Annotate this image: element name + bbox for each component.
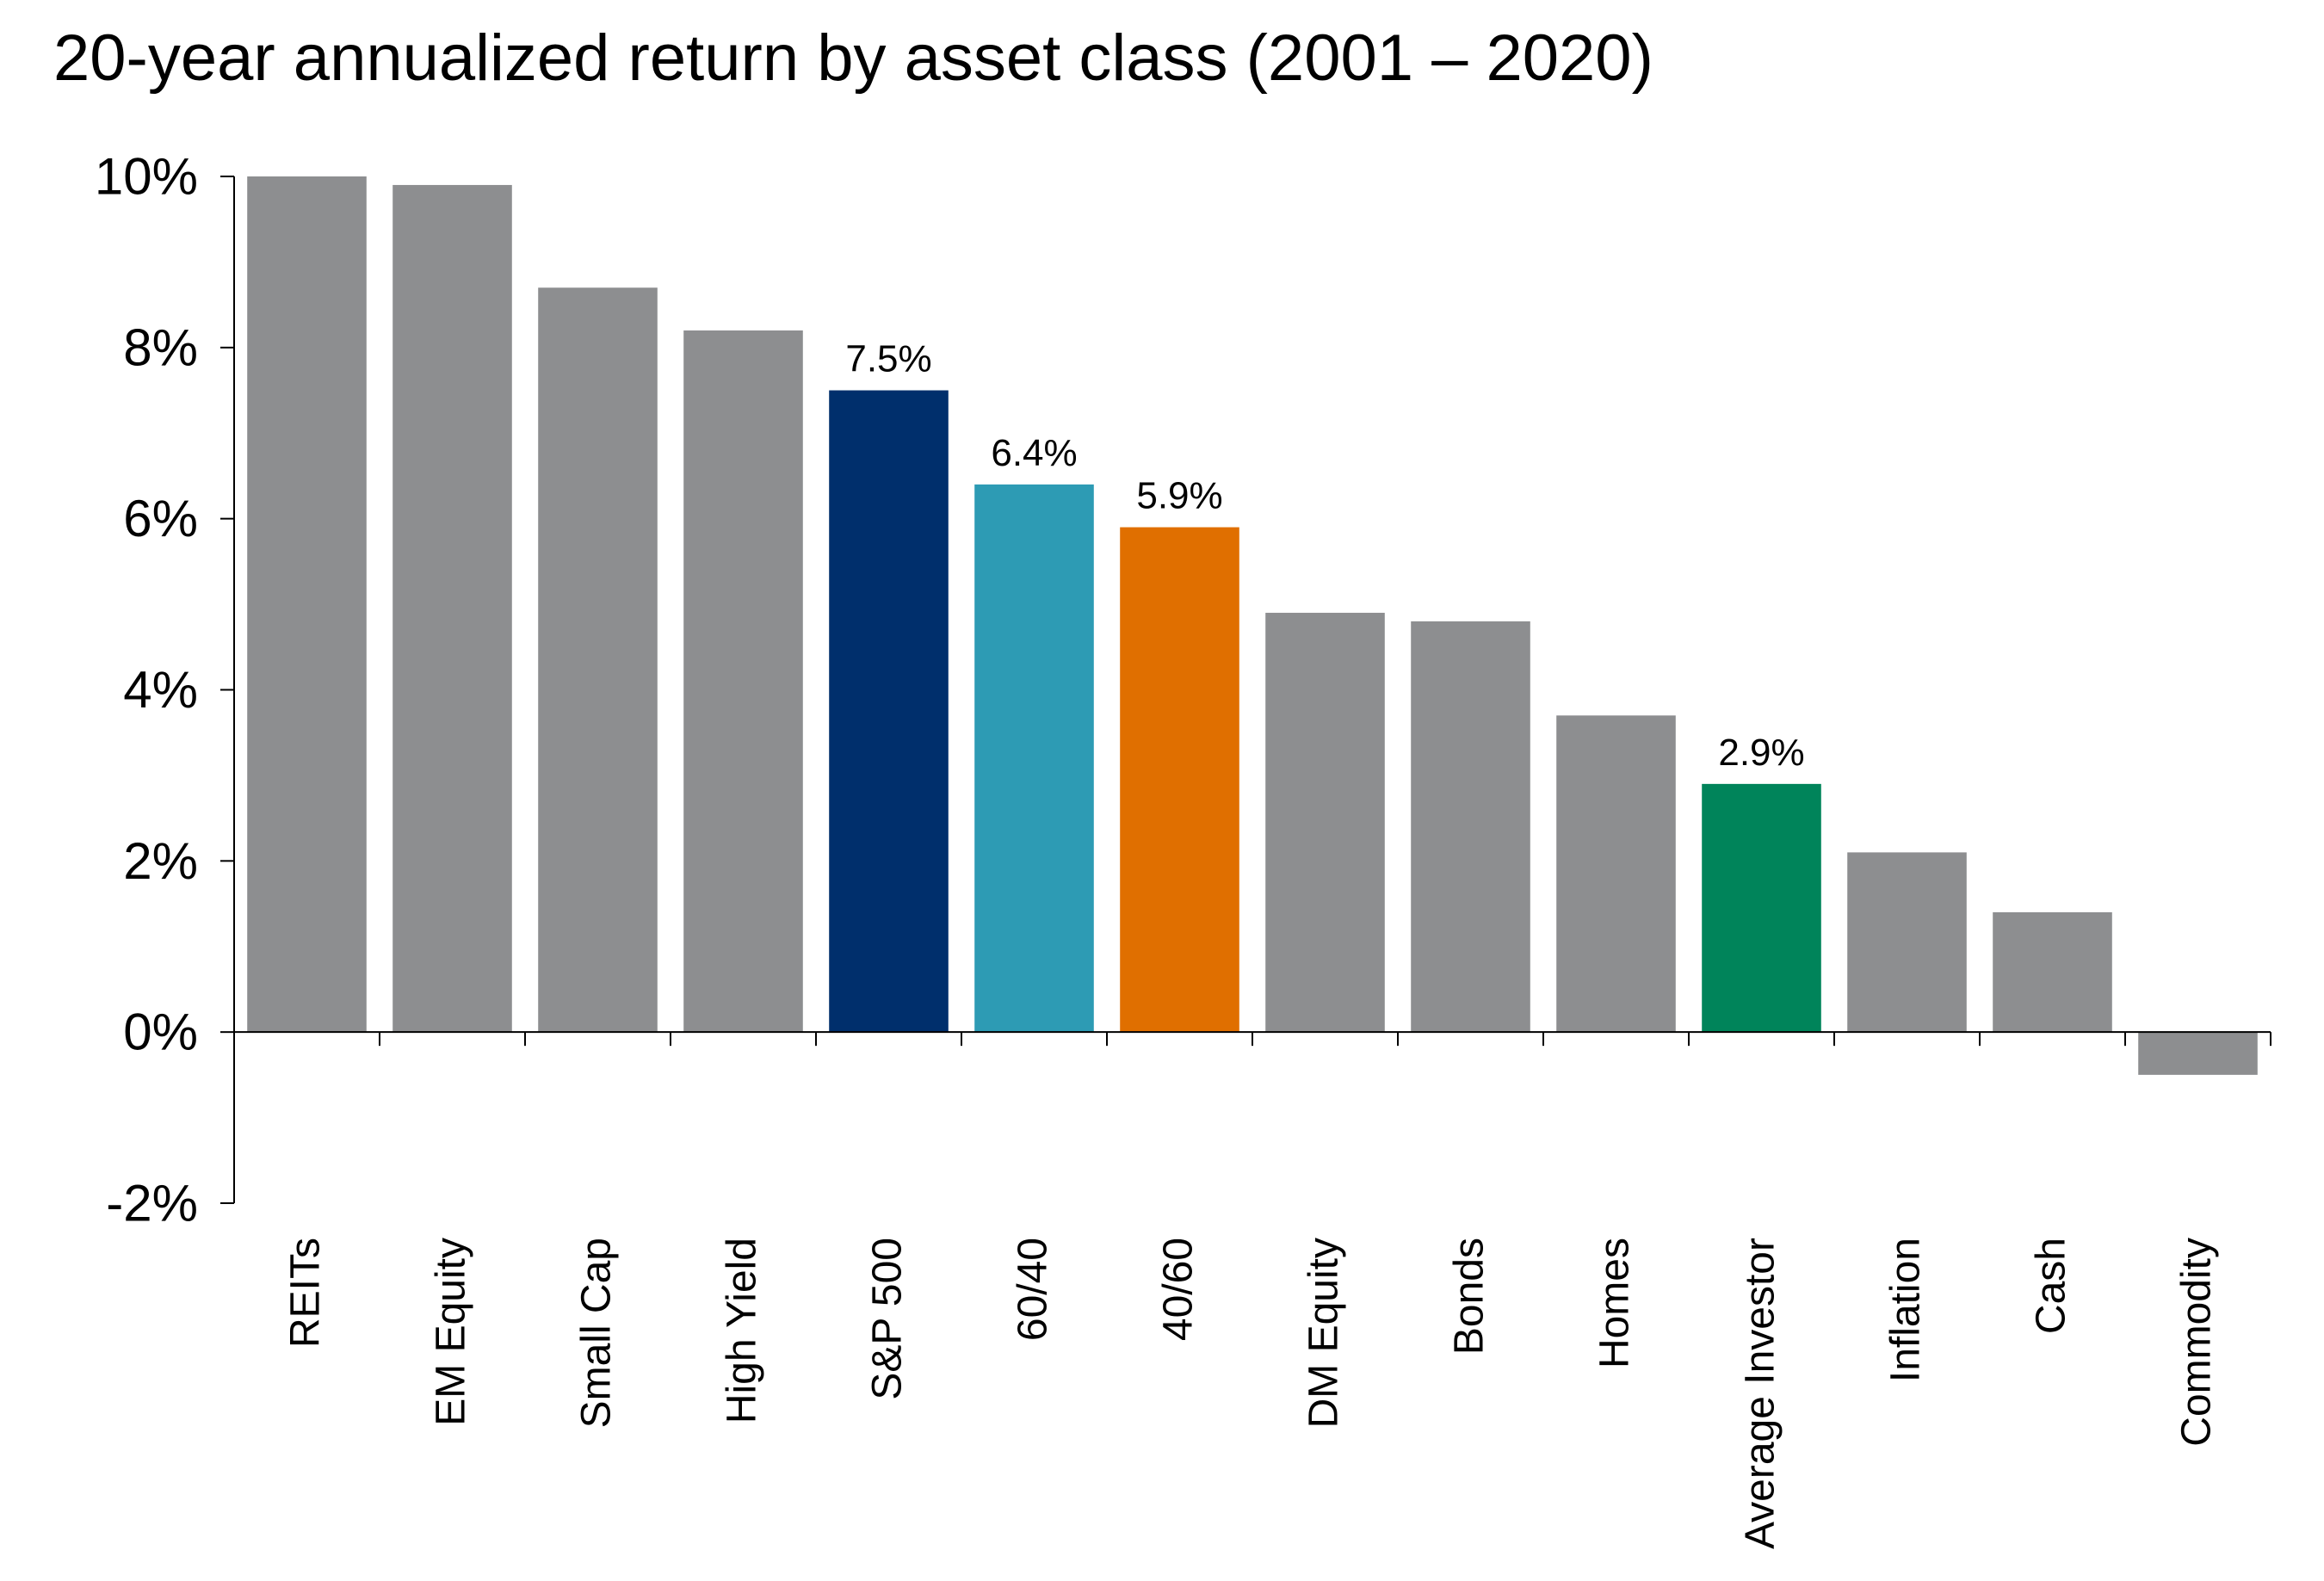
bar bbox=[1993, 911, 2112, 1033]
bar bbox=[392, 184, 512, 1033]
x-tick-label: 60/40 bbox=[1011, 1238, 1056, 1341]
x-tick-label: DM Equity bbox=[1301, 1238, 1347, 1428]
x-tick-label: Homes bbox=[1592, 1238, 1638, 1368]
x-axis-ticks bbox=[379, 1032, 2271, 1047]
bar bbox=[1411, 621, 1530, 1033]
bar bbox=[1265, 613, 1385, 1033]
bar bbox=[974, 484, 1094, 1033]
bar bbox=[683, 330, 803, 1033]
x-tick-label: Average Investor bbox=[1738, 1238, 1783, 1549]
y-tick-label: 2% bbox=[123, 832, 198, 890]
bar bbox=[1847, 852, 1967, 1033]
y-tick-label: 0% bbox=[123, 1004, 198, 1061]
x-tick-label: Bonds bbox=[1447, 1238, 1493, 1355]
data-label: 5.9% bbox=[1136, 475, 1222, 517]
bar bbox=[538, 287, 658, 1033]
bar bbox=[1120, 527, 1239, 1033]
x-tick-label: 40/60 bbox=[1156, 1238, 1202, 1341]
data-label: 7.5% bbox=[845, 338, 931, 380]
x-tick-label: Small Cap bbox=[574, 1238, 620, 1428]
bar bbox=[1702, 783, 1821, 1033]
y-tick-label: -2% bbox=[106, 1175, 198, 1232]
x-axis-labels: REITs EM Equity Small Cap High Yield S&P 500… bbox=[283, 1238, 2220, 1549]
x-tick-label: High Yield bbox=[720, 1238, 765, 1424]
bar bbox=[829, 390, 949, 1033]
y-tick-label: 10% bbox=[95, 148, 198, 206]
x-tick-label: EM Equity bbox=[429, 1238, 474, 1426]
x-tick-label: Inflation bbox=[1883, 1238, 1929, 1382]
y-tick-label: 6% bbox=[123, 490, 198, 547]
x-tick-label: S&P 500 bbox=[865, 1238, 911, 1400]
chart-title: 20-year annualized return by asset class… bbox=[53, 22, 1653, 95]
data-label: 2.9% bbox=[1718, 732, 1804, 774]
x-tick-label: Cash bbox=[2029, 1238, 2074, 1334]
data-labels: 7.5% 6.4% 5.9% 2.9% bbox=[845, 338, 1804, 774]
bar bbox=[1556, 715, 1676, 1033]
data-label: 6.4% bbox=[991, 432, 1077, 474]
y-axis-ticks: -2% 0% 2% 4% 6% 8% 10% bbox=[95, 148, 234, 1232]
y-tick-label: 8% bbox=[123, 318, 198, 376]
bar bbox=[2138, 1032, 2258, 1075]
y-tick-label: 4% bbox=[123, 661, 198, 719]
bar bbox=[247, 176, 367, 1033]
x-tick-label: REITs bbox=[283, 1238, 329, 1348]
bars bbox=[247, 176, 2258, 1075]
x-tick-label: Commodity bbox=[2174, 1238, 2220, 1447]
